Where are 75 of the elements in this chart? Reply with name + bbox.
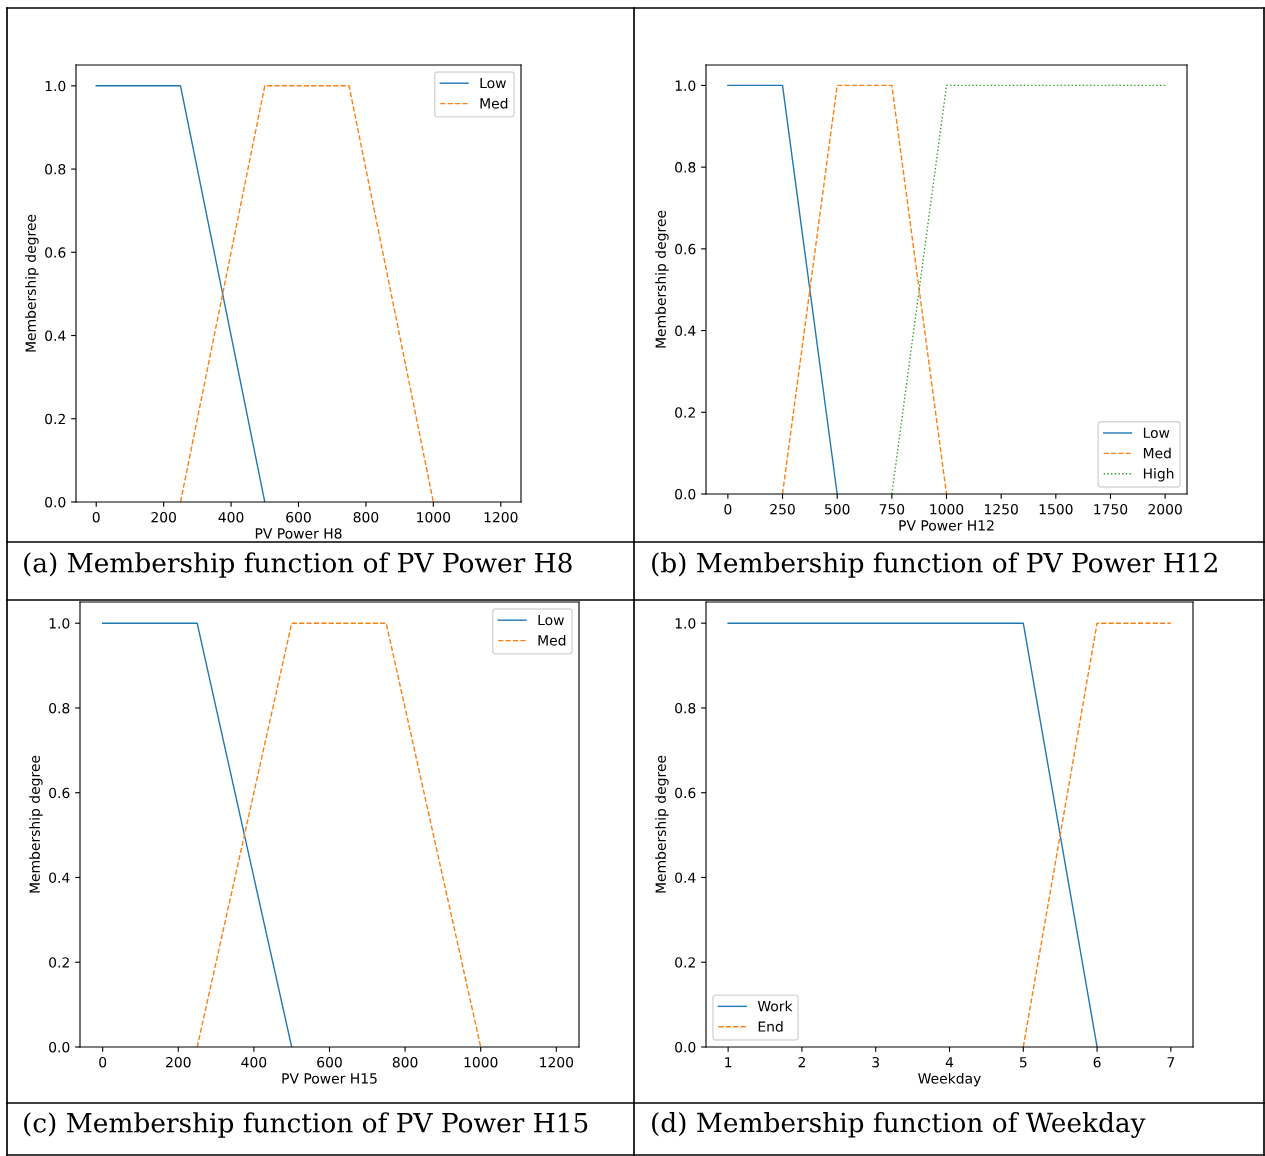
y-tick-label: 0.6: [675, 787, 696, 799]
legend-label: End: [758, 1021, 783, 1032]
y-tick-label: 1.0: [675, 618, 696, 629]
y-tick-label: 0.0: [45, 496, 66, 508]
y-tick-label: 0.2: [45, 413, 65, 425]
legend-label: Low: [480, 77, 506, 89]
y-tick-label: 1.0: [45, 80, 66, 92]
y-tick-label: 0.8: [675, 702, 696, 714]
x-tick-label: 250: [770, 503, 795, 515]
y-tick-label: 0.6: [49, 787, 70, 799]
legend-label: Work: [757, 1000, 793, 1012]
x-tick-label: 800: [353, 511, 379, 523]
text: (b) Membership function of PV Power H12: [652, 552, 1217, 578]
x-tick-label: 1: [725, 1057, 732, 1068]
legend-label: Med: [1143, 447, 1171, 459]
x-tick-label: 1200: [540, 1056, 574, 1068]
y-tick-label: 0.0: [675, 488, 696, 500]
y-axis-title: Membership degree: [655, 755, 669, 893]
x-tick-label: 500: [825, 503, 850, 515]
x-tick-label: 200: [151, 511, 176, 523]
x-tick-label: 1750: [1094, 503, 1128, 515]
x-axis-title: PV Power H15: [282, 1073, 377, 1084]
x-tick-label: 400: [241, 1056, 267, 1068]
x-tick-label: 5: [1019, 1057, 1027, 1068]
y-tick-label: 0.4: [675, 872, 696, 883]
legend-label: Med: [480, 97, 508, 109]
x-tick-label: 600: [286, 511, 311, 523]
x-tick-label: 4: [945, 1057, 954, 1068]
legend-label: Low: [538, 614, 564, 626]
x-tick-label: 1000: [930, 503, 964, 515]
text: (d) Membership function of Weekday: [652, 1112, 1146, 1138]
x-tick-label: 3: [872, 1056, 880, 1068]
x-tick-label: 400: [218, 511, 244, 523]
y-tick-label: 1.0: [675, 80, 696, 91]
x-tick-label: 1250: [985, 503, 1018, 515]
x-tick-label: 0: [99, 1056, 107, 1068]
y-tick-label: 0.4: [49, 872, 70, 883]
x-tick-label: 0: [724, 503, 732, 515]
y-tick-label: 0.2: [675, 407, 695, 418]
x-tick-label: 6: [1093, 1056, 1101, 1068]
legend-label: Low: [1143, 427, 1170, 439]
y-tick-label: 0.6: [675, 243, 696, 255]
y-tick-label: 0.8: [49, 702, 70, 714]
legend-label: High: [1143, 468, 1174, 482]
x-axis-title: Weekday: [918, 1072, 981, 1087]
text: (a) Membership function of PV Power H8: [24, 552, 572, 578]
y-tick-label: 0.8: [45, 164, 66, 175]
x-tick-label: 750: [879, 503, 905, 515]
x-tick-label: 2: [798, 1056, 805, 1068]
x-tick-label: 2000: [1148, 503, 1182, 515]
y-tick-label: 0.2: [49, 957, 69, 968]
x-axis-title: PV Power H8: [255, 528, 342, 539]
y-axis-title: Membership degree: [29, 755, 43, 893]
x-axis-title: PV Power H12: [899, 520, 994, 531]
y-tick-label: 0.4: [45, 330, 66, 341]
y-tick-label: 0.0: [675, 1041, 696, 1053]
x-tick-label: 1500: [1039, 503, 1073, 515]
x-tick-label: 1000: [417, 511, 451, 523]
y-axis-title: Membership degree: [655, 210, 669, 348]
legend-label: Med: [538, 634, 566, 646]
x-tick-label: 1000: [464, 1056, 498, 1068]
x-tick-label: 200: [166, 1056, 191, 1068]
text: (c) Membership function of PV Power H15: [24, 1112, 588, 1138]
y-axis-title: Membership degree: [25, 214, 39, 352]
y-tick-label: 0.4: [675, 325, 696, 337]
y-tick-label: 0.8: [675, 162, 696, 173]
x-tick-label: 1200: [484, 511, 518, 523]
y-tick-label: 1.0: [49, 618, 70, 629]
x-tick-label: 0: [92, 511, 100, 523]
x-tick-label: 600: [317, 1056, 342, 1068]
y-tick-label: 0.0: [49, 1041, 70, 1053]
y-tick-label: 0.6: [45, 247, 66, 258]
x-tick-label: 800: [392, 1056, 418, 1068]
y-tick-label: 0.2: [675, 957, 695, 968]
x-tick-label: 7: [1167, 1057, 1175, 1068]
